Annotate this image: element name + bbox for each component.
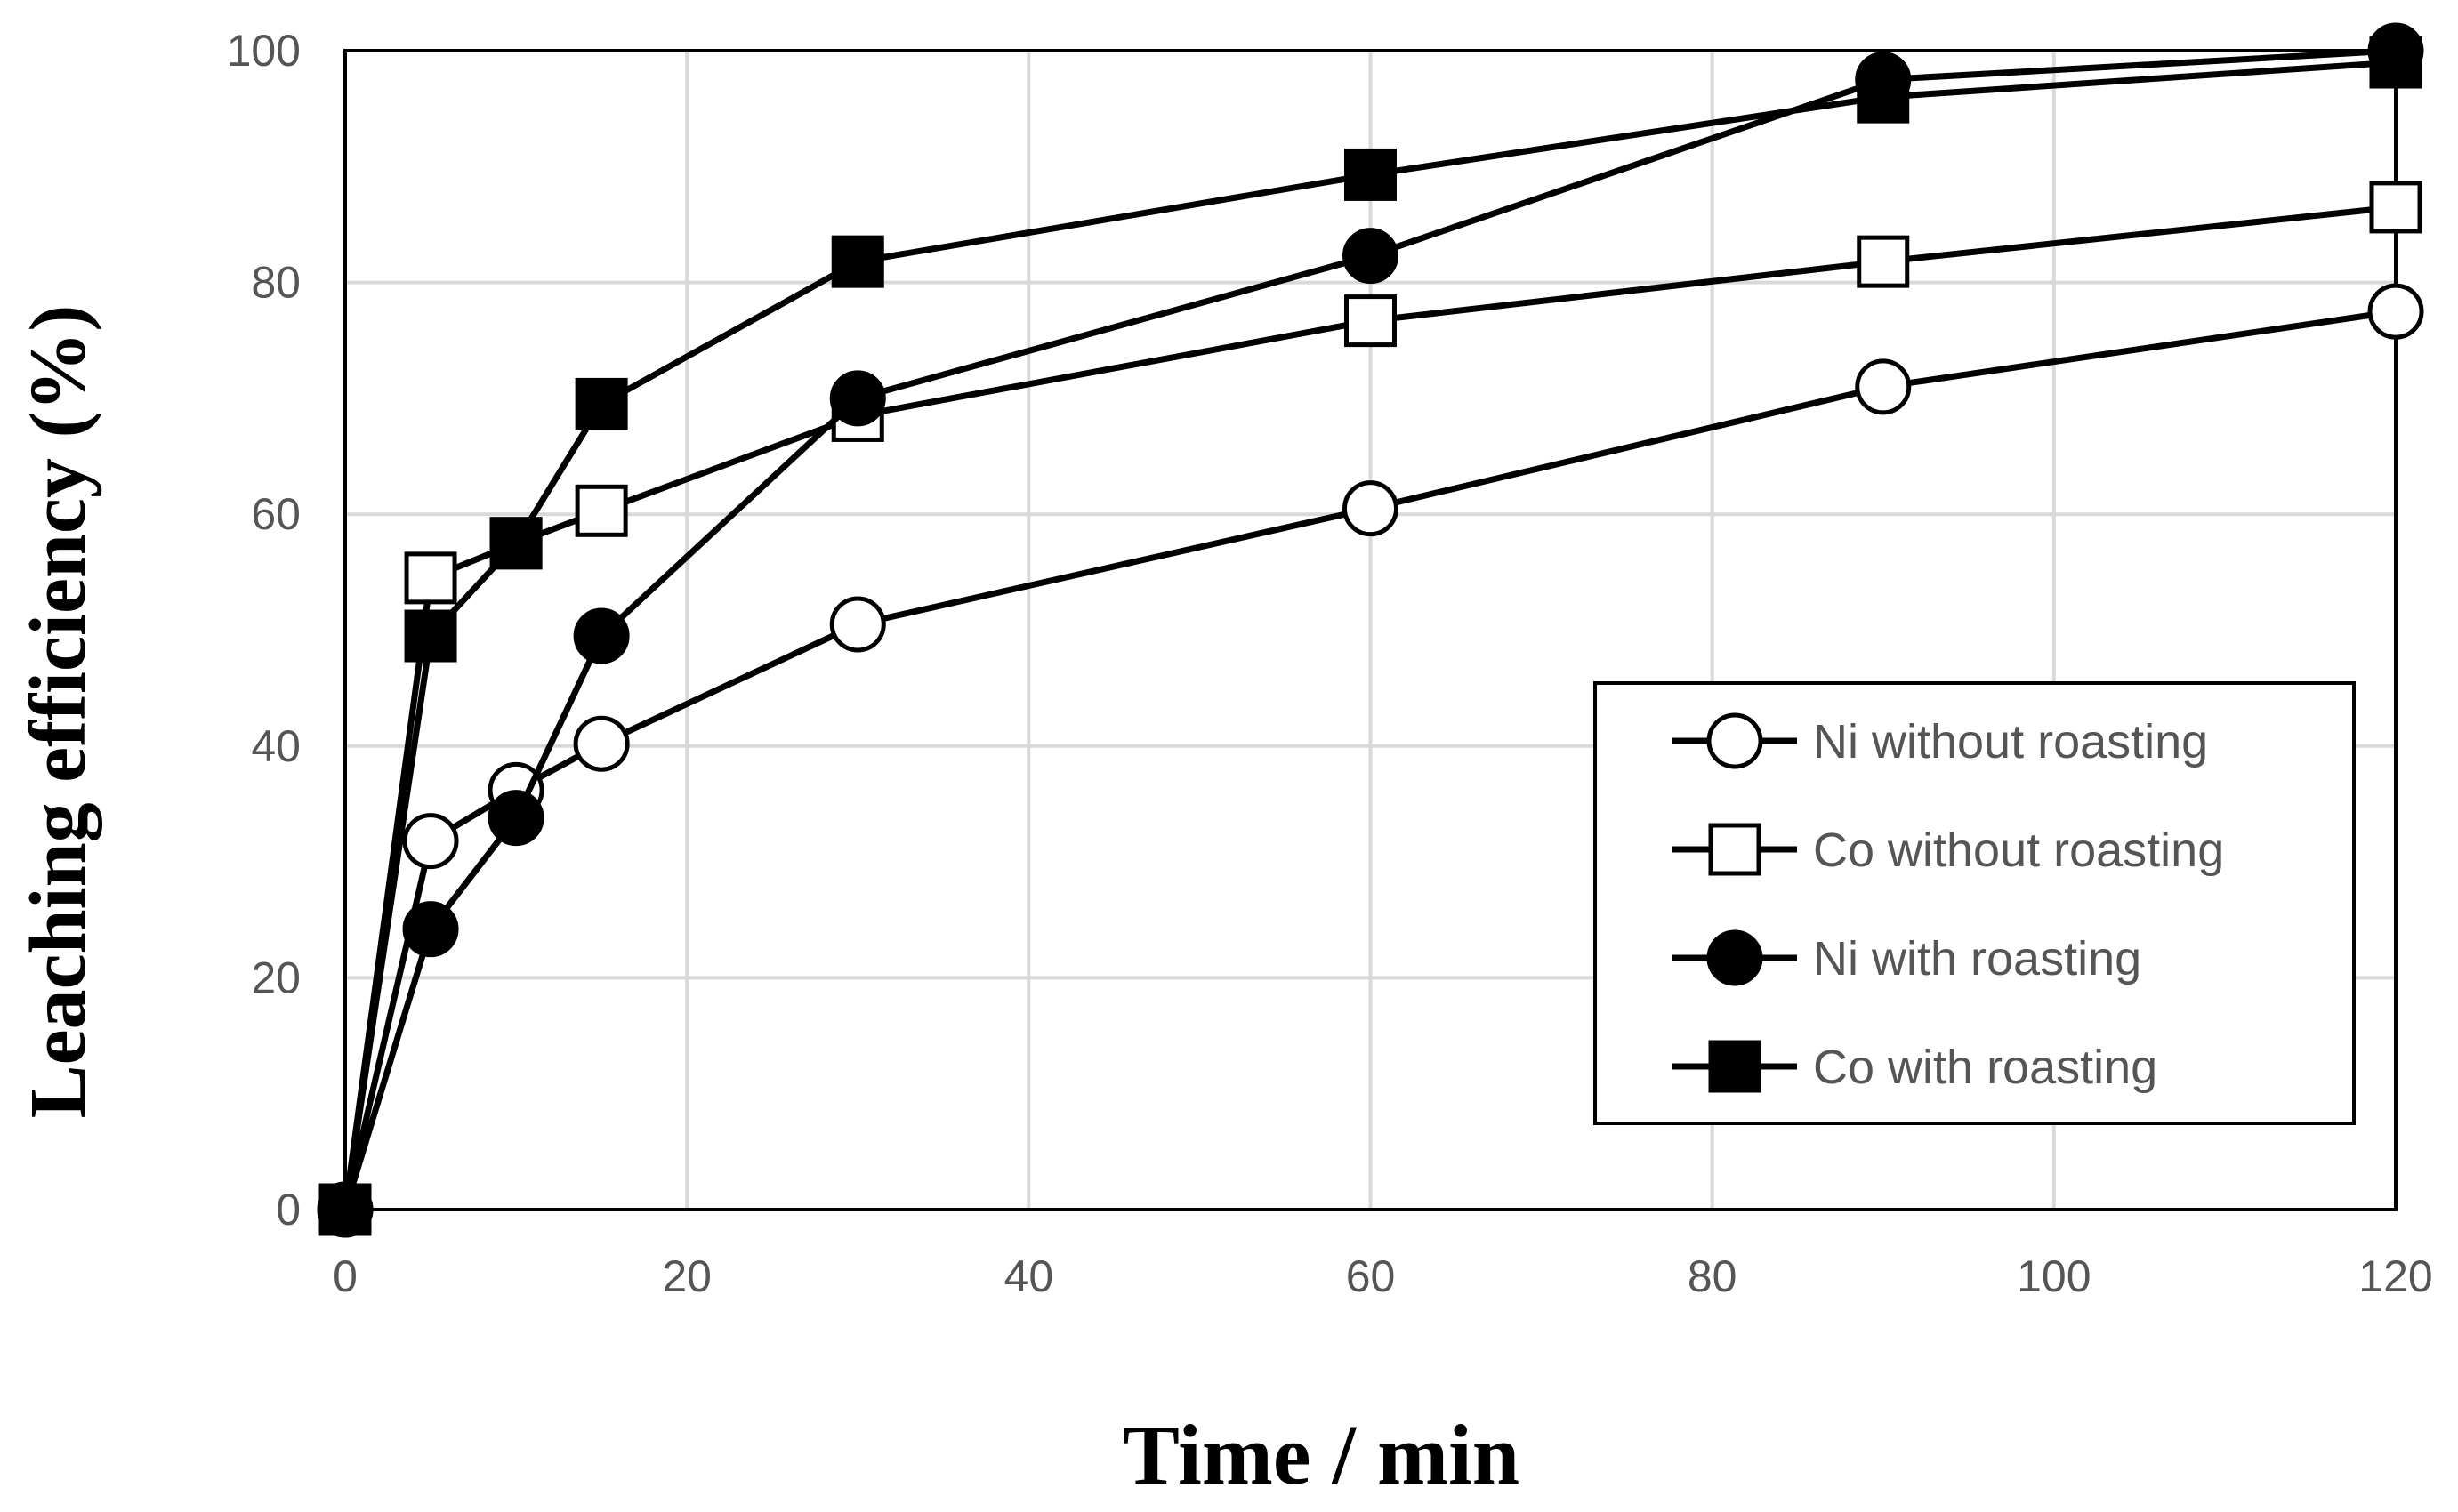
data-point [829, 596, 886, 653]
data-point [489, 517, 543, 570]
y-tick-label: 40 [251, 721, 301, 771]
data-point [831, 235, 884, 288]
data-point [1342, 480, 1398, 537]
data-point [1857, 70, 1910, 124]
data-point [1344, 148, 1397, 201]
x-tick-label: 100 [2017, 1251, 2091, 1301]
legend-marker [1708, 1040, 1761, 1093]
legend-label: Co without roasting [1813, 824, 2224, 877]
legend-entry: Ni without roasting [1672, 712, 2208, 769]
y-tick-label: 100 [227, 26, 301, 76]
data-point [488, 790, 544, 847]
x-tick-label: 20 [662, 1251, 712, 1301]
y-tick-label: 0 [276, 1185, 301, 1235]
y-tick-label: 80 [251, 258, 301, 308]
data-point [1855, 358, 1912, 415]
legend-marker [1706, 929, 1763, 986]
series [317, 22, 2424, 1238]
x-axis-title: Time / min [1123, 1407, 1519, 1502]
legend-entry: Co without roasting [1672, 823, 2224, 877]
x-tick-label: 40 [1004, 1251, 1054, 1301]
data-point [2367, 283, 2424, 340]
axes: 0 20 40 60 80 100 120 0 20 40 60 80 100 [227, 26, 2433, 1301]
data-point [829, 370, 886, 427]
legend-marker [1708, 823, 1761, 876]
data-point [404, 551, 457, 605]
data-point [402, 813, 459, 870]
data-point [575, 377, 628, 430]
x-tick-label: 80 [1688, 1251, 1737, 1301]
legend-entry: Co with roasting [1672, 1040, 2157, 1094]
data-point [2369, 36, 2422, 89]
data-point [573, 715, 630, 772]
data-point [2369, 181, 2422, 234]
legend-entry: Ni with roasting [1672, 929, 2141, 986]
data-point [1342, 228, 1398, 285]
data-point [318, 1183, 372, 1236]
x-tick-label: 60 [1346, 1251, 1396, 1301]
y-tick-label: 60 [251, 489, 301, 539]
data-point [404, 609, 457, 663]
data-point [1857, 235, 1910, 288]
y-axis-title: Leaching efficiency (%) [14, 305, 102, 1119]
legend-label: Ni with roasting [1813, 932, 2141, 985]
y-tick-label: 20 [251, 953, 301, 1002]
data-point [573, 607, 630, 664]
plot-border [343, 49, 2398, 1211]
data-point [402, 901, 459, 958]
legend-marker [1706, 712, 1763, 769]
series-co-with-roasting [318, 36, 2422, 1236]
x-tick-label: 0 [333, 1251, 358, 1301]
legend-label: Co with roasting [1813, 1041, 2157, 1094]
legend: Ni without roasting Co without roasting Ni… [1593, 681, 2356, 1125]
data-point [1344, 294, 1397, 348]
data-point [575, 484, 628, 537]
x-tick-label: 120 [2358, 1251, 2432, 1301]
legend-label: Ni without roasting [1813, 715, 2208, 768]
